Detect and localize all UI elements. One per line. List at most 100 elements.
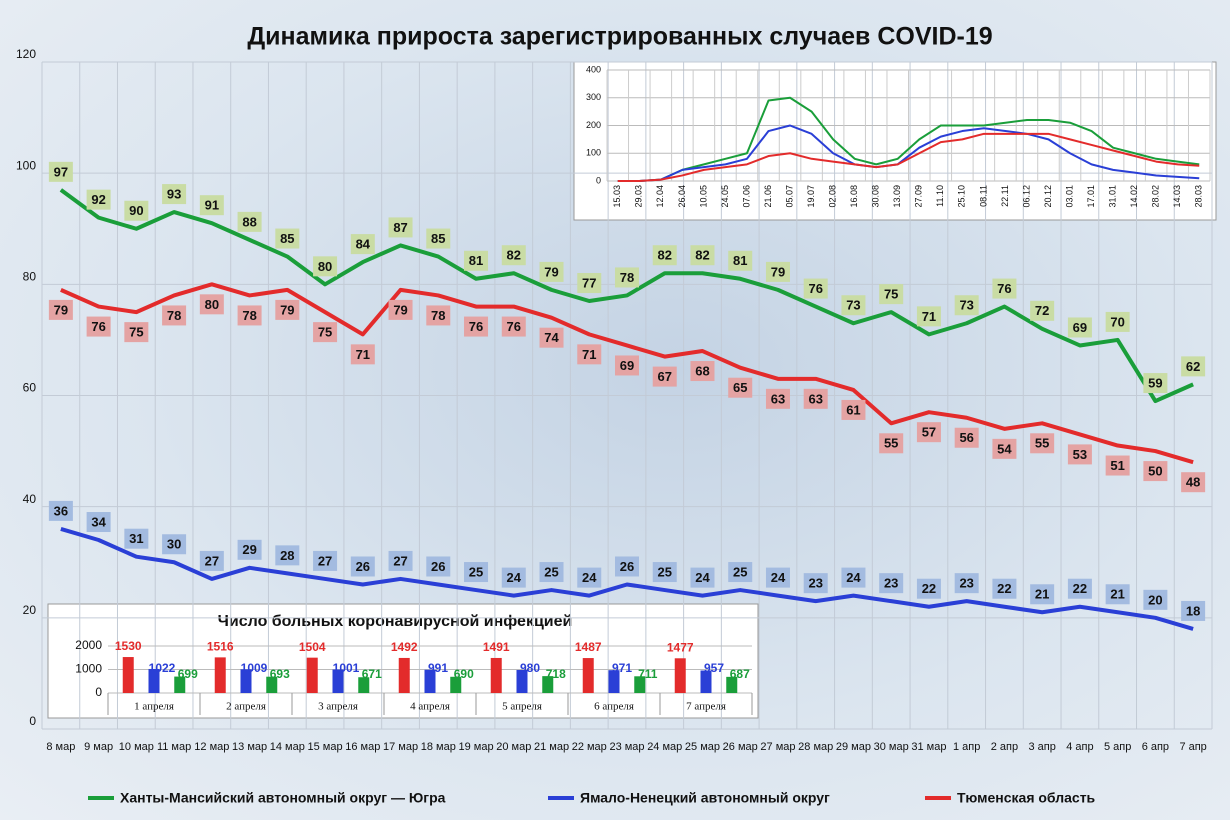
- data-label: 24: [507, 570, 522, 585]
- x-tick-label: 10.05: [698, 185, 708, 208]
- x-tick-label: 19 мар: [458, 741, 494, 753]
- x-tick-label: 25.10: [957, 185, 967, 208]
- data-label-box: [992, 278, 1017, 299]
- data-label-box: [1105, 584, 1130, 605]
- data-label: 1491: [483, 640, 510, 654]
- data-label-box: [313, 550, 338, 571]
- data-label: 79: [393, 302, 407, 317]
- data-label-box: [275, 299, 300, 320]
- data-label: 30: [167, 537, 181, 552]
- data-label: 24: [771, 570, 786, 585]
- data-label: 1477: [667, 640, 694, 654]
- y-tick-label: 0: [29, 714, 36, 728]
- data-label: 78: [242, 308, 256, 323]
- x-tick-label: 14.02: [1129, 185, 1139, 208]
- data-label-box: [313, 322, 338, 343]
- data-label-box: [1143, 373, 1168, 394]
- data-label: 687: [730, 667, 750, 681]
- inset-title: Число больных коронавирусной инфекцией: [218, 613, 573, 630]
- data-label-box: [48, 161, 73, 182]
- data-label-box: [803, 388, 828, 409]
- data-label-box: [464, 250, 489, 271]
- bar: [674, 658, 686, 693]
- data-label: 54: [997, 441, 1012, 456]
- data-label-box: [1181, 600, 1206, 621]
- data-label-box: [615, 355, 639, 376]
- x-tick-label: 22 мар: [571, 741, 607, 753]
- data-label: 50: [1148, 464, 1162, 479]
- data-label-box: [652, 245, 677, 266]
- series-line: [617, 96, 1200, 182]
- data-label-box: [426, 305, 451, 326]
- data-label-box: [388, 299, 413, 320]
- data-label: 76: [91, 319, 105, 334]
- x-tick-label: 16.08: [849, 185, 859, 208]
- data-label-box: [199, 294, 224, 315]
- x-tick-label: 28 мар: [798, 741, 834, 753]
- x-tick-label: 12 мар: [194, 741, 230, 753]
- data-label-box: [841, 567, 866, 588]
- bar: [608, 670, 620, 693]
- data-label: 36: [54, 503, 68, 518]
- data-label: 73: [846, 298, 860, 313]
- bar: [634, 676, 646, 693]
- bar: [726, 676, 738, 693]
- x-tick-label: 26.04: [677, 185, 687, 208]
- data-label-box: [1067, 317, 1092, 338]
- data-label: 91: [205, 198, 219, 213]
- bar: [516, 669, 528, 693]
- data-label: 63: [771, 391, 785, 406]
- data-label-box: [350, 234, 375, 255]
- data-label: 980: [520, 661, 540, 675]
- data-label-box: [728, 250, 753, 271]
- x-tick-label: 29 мар: [835, 741, 871, 753]
- y-tick-label: 200: [586, 120, 601, 130]
- data-label: 69: [1073, 320, 1087, 335]
- data-label: 26: [431, 559, 445, 574]
- data-label: 75: [129, 325, 143, 340]
- x-tick-label: 22.11: [1000, 185, 1010, 207]
- data-label-box: [48, 500, 73, 521]
- bar: [424, 669, 436, 693]
- data-label-box: [954, 427, 979, 448]
- bar: [174, 676, 186, 693]
- data-label-box: [954, 573, 979, 594]
- x-tick-label: 5 апреля: [502, 701, 542, 713]
- data-label-box: [765, 261, 790, 282]
- data-label: 59: [1148, 375, 1162, 390]
- data-label-box: [728, 562, 753, 583]
- data-label: 26: [620, 559, 634, 574]
- data-label: 693: [270, 667, 290, 681]
- bar: [358, 677, 370, 693]
- x-tick-label: 06.12: [1021, 185, 1031, 208]
- data-label: 1516: [207, 640, 234, 654]
- data-label-box: [916, 306, 941, 327]
- y-tick-label: 0: [596, 175, 601, 185]
- y-tick-label: 60: [23, 381, 37, 395]
- data-label: 25: [733, 564, 747, 579]
- data-label: 51: [1110, 458, 1124, 473]
- data-label-box: [237, 539, 262, 560]
- data-label-box: [1067, 578, 1092, 599]
- data-label-box: [124, 322, 149, 343]
- data-label: 61: [846, 402, 860, 417]
- data-label: 34: [91, 514, 106, 529]
- data-label: 23: [808, 576, 822, 591]
- data-label: 29: [242, 542, 256, 557]
- data-label-box: [1105, 455, 1130, 476]
- data-label-box: [841, 399, 866, 420]
- data-label-box: [803, 573, 828, 594]
- data-label: 73: [959, 298, 973, 313]
- data-label: 24: [846, 570, 861, 585]
- data-label: 82: [695, 248, 709, 263]
- y-tick-label: 120: [16, 47, 36, 61]
- x-tick-label: 24 мар: [647, 741, 683, 753]
- legend-label: Тюменская область: [957, 790, 1096, 806]
- data-label: 1001: [333, 661, 360, 675]
- data-label-box: [539, 327, 564, 348]
- data-label-box: [539, 562, 564, 583]
- x-tick-label: 17 мар: [383, 741, 419, 753]
- data-label: 671: [362, 667, 382, 681]
- data-label-box: [954, 295, 979, 316]
- x-tick-label: 25 мар: [684, 741, 721, 753]
